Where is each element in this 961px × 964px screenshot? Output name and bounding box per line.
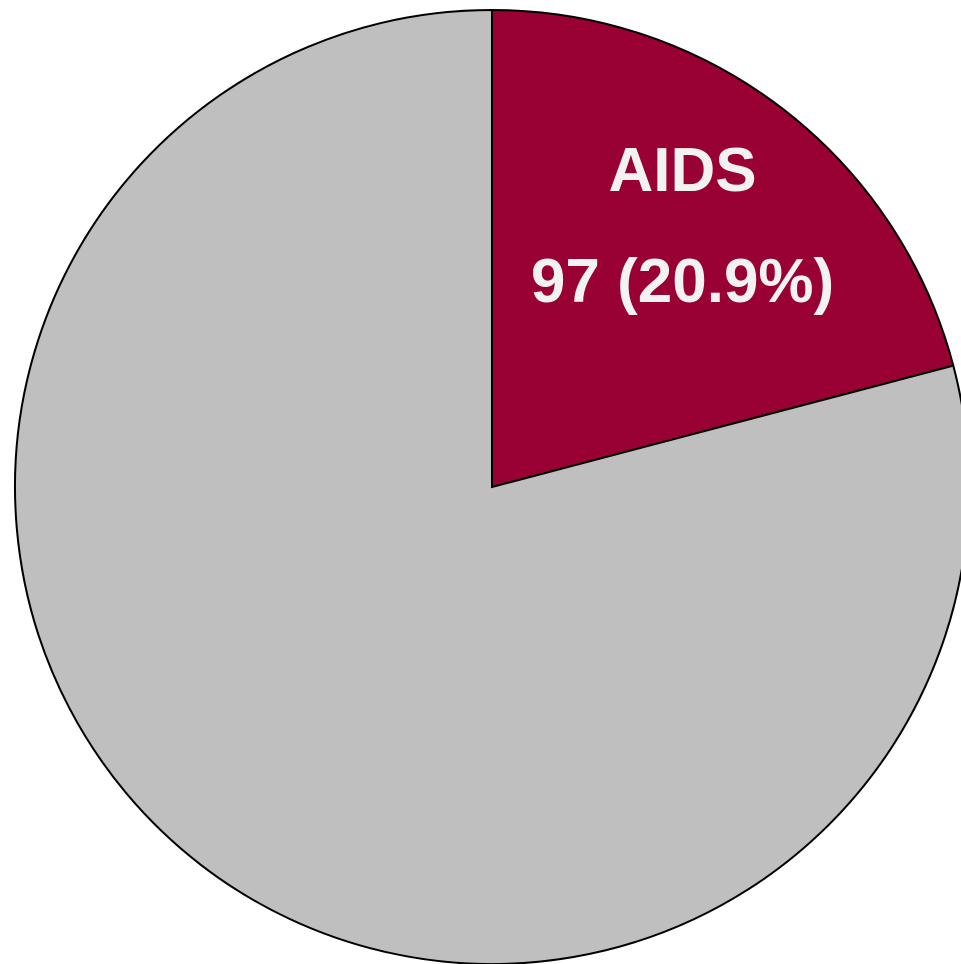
slice-label: AIDS bbox=[608, 136, 756, 205]
pie-slice bbox=[14, 8, 961, 964]
slice-value-label: 97 (20.9%) bbox=[531, 247, 834, 316]
pie-slice bbox=[491, 8, 955, 489]
